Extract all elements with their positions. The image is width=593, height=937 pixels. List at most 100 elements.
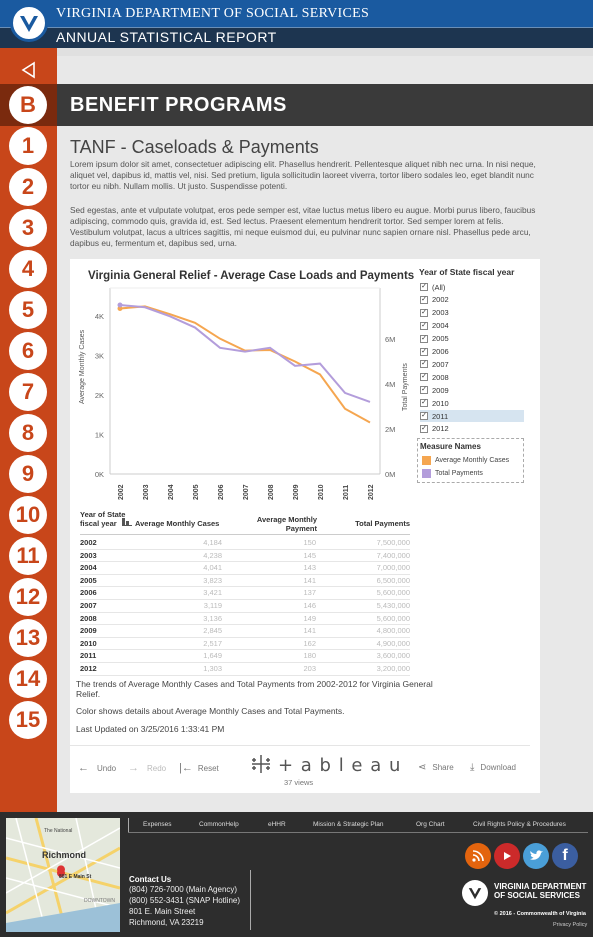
redo-icon: → xyxy=(128,762,139,774)
filter-option-2008[interactable]: ✓ 2008 xyxy=(420,371,524,383)
nav-item-11[interactable]: 11 xyxy=(9,537,47,575)
filter-option-2011[interactable]: ✓ 2011 xyxy=(420,410,524,422)
sort-icon[interactable] xyxy=(122,518,132,526)
filter-option-2006[interactable]: ✓ 2006 xyxy=(420,346,524,358)
col-header-payment[interactable]: Average Monthly Payment xyxy=(256,515,317,533)
nav-item-5[interactable]: 5 xyxy=(9,291,47,329)
privacy-link[interactable]: Privacy Policy xyxy=(553,922,588,928)
col-header-year[interactable]: Year of State fiscal year xyxy=(80,510,126,528)
nav-item-8[interactable]: 8 xyxy=(9,414,47,452)
legend-item-cases[interactable]: Average Monthly Cases xyxy=(422,456,509,465)
filter-option-2002[interactable]: ✓ 2002 xyxy=(420,294,524,306)
col-header-cases[interactable]: Average Monthly Cases xyxy=(135,519,220,528)
redo-button[interactable]: → Redo xyxy=(128,762,166,774)
nav-item-6[interactable]: 6 xyxy=(9,332,47,370)
v-logo-icon xyxy=(20,16,38,32)
legend-item-payments[interactable]: Total Payments xyxy=(422,469,483,478)
filter-option-2005[interactable]: ✓ 2005 xyxy=(420,333,524,345)
chart-title: Virginia General Relief - Average Case L… xyxy=(88,270,415,282)
checkbox[interactable]: ✓ xyxy=(420,399,428,408)
footer-link-commonhelp[interactable]: CommonHelp xyxy=(199,821,239,828)
nav-item-9[interactable]: 9 xyxy=(9,455,47,493)
checkbox[interactable]: ✓ xyxy=(420,283,428,291)
footer-link-civil-rights-policy-procedures[interactable]: Civil Rights Policy & Procedures xyxy=(473,821,566,828)
undo-button[interactable]: ← Undo xyxy=(78,762,116,774)
x-tick-label: 2005 xyxy=(193,484,200,500)
x-tick-label: 2009 xyxy=(293,484,300,500)
series-line xyxy=(119,304,371,403)
checkbox[interactable]: ✓ xyxy=(420,424,428,433)
youtube-icon[interactable] xyxy=(494,843,520,869)
filter-option-label: 2007 xyxy=(432,359,449,369)
reset-button[interactable]: |← Reset xyxy=(179,762,219,774)
location-map[interactable]: The National Richmond 801 E Main St DOWN… xyxy=(6,818,120,932)
nav-item-1[interactable]: 1 xyxy=(9,127,47,165)
footer-link-mission-strategic-plan[interactable]: Mission & Strategic Plan xyxy=(313,821,384,828)
filter-option-2003[interactable]: ✓ 2003 xyxy=(420,307,524,319)
vdss-logo[interactable] xyxy=(10,4,48,42)
cell-year: 2005 xyxy=(80,575,97,585)
cell-payment: 137 xyxy=(303,588,316,598)
row-divider xyxy=(80,649,410,651)
filter-option-2012[interactable]: ✓ 2012 xyxy=(420,423,524,435)
y2-tick-label: 6M xyxy=(385,335,395,344)
nav-item-15[interactable]: 15 xyxy=(9,701,47,739)
y-tick-label: 4K xyxy=(95,312,104,321)
checkbox[interactable]: ✓ xyxy=(420,412,428,420)
rss-icon[interactable] xyxy=(465,843,491,869)
legend xyxy=(417,438,524,483)
tableau-logo-icon xyxy=(252,755,270,773)
x-tick-label: 2008 xyxy=(268,484,275,500)
filter-option-2004[interactable]: ✓ 2004 xyxy=(420,320,524,332)
filter-option-label: 2009 xyxy=(432,385,449,395)
checkbox[interactable]: ✓ xyxy=(420,386,428,395)
footer-link-ehhr[interactable]: eHHR xyxy=(268,821,286,828)
nav-item-2[interactable]: 2 xyxy=(9,168,47,206)
cell-total: 3,600,000 xyxy=(376,651,410,661)
nav-item-7[interactable]: 7 xyxy=(9,373,47,411)
checkbox[interactable]: ✓ xyxy=(420,373,428,382)
copyright: © 2016 - Commonwealth of Virginia xyxy=(494,911,586,917)
nav-item-12[interactable]: 12 xyxy=(9,578,47,616)
nav-item-3[interactable]: 3 xyxy=(9,209,47,247)
checkbox[interactable]: ✓ xyxy=(420,295,428,304)
x-tick-label: 2011 xyxy=(343,485,350,500)
viz-toolbar xyxy=(70,745,530,791)
cell-year: 2007 xyxy=(80,601,97,610)
nav-item-14[interactable]: 14 xyxy=(9,660,47,698)
cell-total: 3,200,000 xyxy=(376,664,410,673)
footer-agency-line2: OF SOCIAL SERVICES xyxy=(494,891,580,900)
nav-item-b[interactable]: B xyxy=(9,86,47,124)
tableau-logo[interactable]: + a b l e a u xyxy=(278,755,402,776)
checkbox[interactable]: ✓ xyxy=(420,308,428,317)
filter-option-label: 2006 xyxy=(432,347,449,356)
footer-logo[interactable] xyxy=(462,880,488,906)
filter-option-all[interactable]: ✓ (All) xyxy=(420,281,524,293)
twitter-icon[interactable] xyxy=(523,843,549,869)
share-button[interactable]: ⋖ Share xyxy=(418,762,454,773)
nav-item-10[interactable]: 10 xyxy=(9,496,47,534)
download-button[interactable]: ⤓ Download xyxy=(470,762,516,773)
footer-link-expenses[interactable]: Expenses xyxy=(143,821,172,828)
checkbox[interactable]: ✓ xyxy=(420,347,428,356)
cell-total: 7,000,000 xyxy=(376,563,410,573)
footer-link-org-chart[interactable]: Org Chart xyxy=(416,821,445,828)
checkbox[interactable]: ✓ xyxy=(420,334,428,343)
nav-item-4[interactable]: 4 xyxy=(9,250,47,288)
facebook-icon[interactable]: f xyxy=(552,843,578,869)
checkbox[interactable]: ✓ xyxy=(420,360,428,369)
back-button[interactable] xyxy=(0,56,57,84)
contact-phone-snap[interactable]: (800) 552-3431 (SNAP Hotline) xyxy=(129,896,241,905)
filter-option-2007[interactable]: ✓ 2007 xyxy=(420,358,524,370)
row-divider xyxy=(80,674,410,676)
filter-option-label: 2011 xyxy=(432,411,449,421)
filter-option-2010[interactable]: ✓ 2010 xyxy=(420,397,524,409)
filter-option-2009[interactable]: ✓ 2009 xyxy=(420,384,524,396)
nav-item-13[interactable]: 13 xyxy=(9,619,47,657)
row-divider xyxy=(80,636,410,638)
col-header-total[interactable]: Total Payments xyxy=(355,519,410,528)
line-chart: 0K 1K 2K 3K 4K 0M 2M 4M 6M 2002 2003 2004 2005 2006 20… xyxy=(79,287,409,500)
cell-cases: 3,823 xyxy=(203,575,222,585)
checkbox[interactable]: ✓ xyxy=(420,321,428,330)
contact-phone-main[interactable]: (804) 726-7000 (Main Agency) xyxy=(129,885,238,894)
